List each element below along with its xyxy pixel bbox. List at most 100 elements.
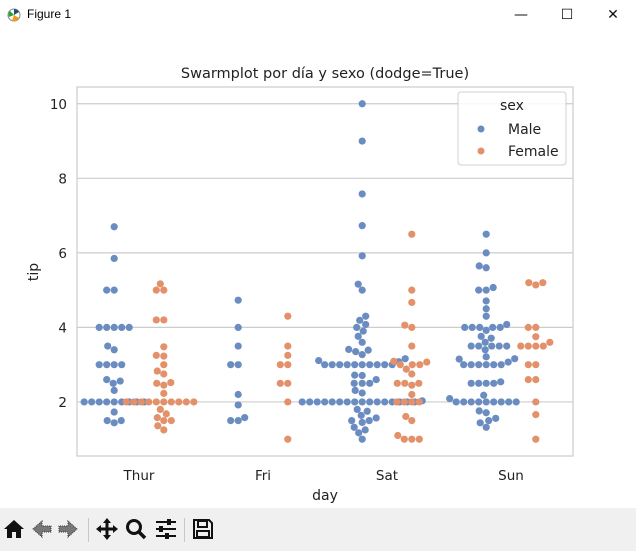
swarm-point-female-thur xyxy=(160,370,168,378)
swarm-point-male-sat xyxy=(357,411,365,419)
swarm-point-male-sun xyxy=(497,361,505,369)
y-tick-label: 2 xyxy=(58,395,67,411)
swarm-point-female-sat xyxy=(394,431,402,440)
swarm-point-female-sun xyxy=(532,281,540,289)
swarm-point-male-sun xyxy=(477,332,485,340)
swarm-point-female-fri xyxy=(284,361,292,369)
swarm-point-male-sat xyxy=(401,355,409,363)
configure-subplots-button[interactable] xyxy=(154,517,178,541)
pan-icon xyxy=(96,518,118,540)
swarm-point-male-sun xyxy=(497,398,505,406)
swarm-point-female-thur xyxy=(153,414,161,422)
toolbar-separator xyxy=(88,518,89,542)
swarm-point-male-sat xyxy=(373,361,381,369)
swarmplot-figure: 2 4 6 8 10 Thur Fri Sat Sun Swarmplot por día y… xyxy=(26,66,574,504)
swarm-point-male-sun xyxy=(482,286,490,294)
swarm-point-female-sat xyxy=(402,365,410,373)
navigation-toolbar xyxy=(0,508,636,551)
y-tick-labels: 2 4 6 8 10 xyxy=(50,97,67,411)
swarm-point-male-sat xyxy=(372,375,380,384)
swarm-point-male-sun xyxy=(488,342,496,350)
home-button[interactable] xyxy=(2,517,26,541)
swarm-point-male-thur xyxy=(118,361,126,369)
swarm-point-male-sun xyxy=(490,361,498,369)
swarm-point-male-fri xyxy=(227,416,235,425)
legend-title: sex xyxy=(500,98,524,114)
swarm-point-female-thur xyxy=(122,398,130,406)
zoom-button[interactable] xyxy=(124,517,148,541)
minimize-button[interactable]: — xyxy=(514,7,528,23)
swarm-point-male-sat xyxy=(351,386,359,394)
swarm-point-female-thur xyxy=(156,405,164,414)
save-button[interactable] xyxy=(191,517,215,541)
swarm-point-male-sat xyxy=(358,435,366,443)
swarm-point-male-sat xyxy=(358,286,366,294)
swarm-point-female-sat xyxy=(400,398,408,406)
swarm-point-male-sat xyxy=(358,137,366,145)
swarm-point-female-thur xyxy=(152,398,160,406)
swarm-point-male-thur xyxy=(103,375,111,384)
swarm-point-male-sun xyxy=(460,398,468,406)
swarm-point-female-sun xyxy=(532,342,540,350)
close-button[interactable]: ✕ xyxy=(607,7,619,23)
swarm-point-male-sat xyxy=(348,416,356,425)
swarm-point-male-sun xyxy=(482,353,490,361)
swarm-point-male-sun xyxy=(482,297,490,305)
swarm-point-male-sat xyxy=(336,361,344,369)
swarm-point-male-sun xyxy=(482,249,490,257)
swarm-point-male-sat xyxy=(358,361,366,369)
swarm-point-male-sun xyxy=(489,323,497,332)
swarm-point-male-sat xyxy=(358,418,366,427)
swarm-point-female-sat xyxy=(416,361,424,369)
swarm-point-male-sun xyxy=(482,361,490,369)
pan-button[interactable] xyxy=(95,517,119,541)
swarm-point-female-sun xyxy=(524,323,532,332)
swarm-point-male-thur xyxy=(110,361,118,369)
swarm-point-male-sun xyxy=(511,355,519,363)
back-button[interactable] xyxy=(30,517,54,541)
forward-button[interactable] xyxy=(56,517,80,541)
swarm-point-male-sun xyxy=(482,230,490,238)
swarm-point-female-sat xyxy=(423,358,431,366)
swarm-point-female-thur xyxy=(153,367,161,375)
swarm-point-male-sat xyxy=(358,389,366,397)
swarm-point-male-sun xyxy=(496,323,504,332)
swarm-point-female-thur xyxy=(145,398,153,406)
matplotlib-app-icon xyxy=(7,8,21,22)
legend-label-female: Female xyxy=(508,144,559,160)
swarm-point-male-thur xyxy=(103,361,111,369)
swarm-point-male-sun xyxy=(467,379,475,387)
toolbar-separator xyxy=(184,518,185,542)
swarm-point-female-sun xyxy=(525,279,533,287)
forward-icon xyxy=(58,519,78,539)
swarm-point-female-sun xyxy=(524,342,532,350)
legend: sex Male Female xyxy=(457,91,567,166)
configure-subplots-icon xyxy=(156,519,176,539)
swarm-point-male-thur xyxy=(88,398,96,406)
swarm-point-female-fri xyxy=(284,435,292,443)
swarm-point-female-thur xyxy=(156,280,164,288)
swarm-point-female-thur xyxy=(167,398,175,406)
swarm-point-male-sun xyxy=(476,419,484,427)
swarm-point-male-sun xyxy=(504,358,512,366)
swarm-point-male-sat xyxy=(343,361,351,369)
swarm-point-male-thur xyxy=(110,386,118,394)
swarm-point-female-sat xyxy=(396,361,404,369)
swarm-point-female-sat xyxy=(408,361,416,369)
swarm-point-female-thur xyxy=(162,410,170,418)
x-axis-label: day xyxy=(312,488,338,504)
swarm-point-male-sun xyxy=(476,323,484,332)
swarm-point-male-sun xyxy=(481,346,489,354)
swarm-point-male-sat xyxy=(358,351,366,359)
swarm-point-male-sun xyxy=(482,409,490,417)
maximize-button[interactable]: ☐ xyxy=(560,7,574,23)
swarm-point-male-sun xyxy=(482,264,490,272)
swarm-point-male-sun xyxy=(490,398,498,406)
swarm-point-male-sun xyxy=(475,398,483,406)
swarm-point-female-thur xyxy=(160,352,168,360)
swarm-point-female-fri xyxy=(276,379,284,387)
x-tick-labels: Thur Fri Sat Sun xyxy=(123,468,524,484)
swarm-point-male-sun xyxy=(475,286,483,294)
swarm-point-female-sat xyxy=(408,435,416,443)
swarm-point-female-sun xyxy=(532,411,540,419)
